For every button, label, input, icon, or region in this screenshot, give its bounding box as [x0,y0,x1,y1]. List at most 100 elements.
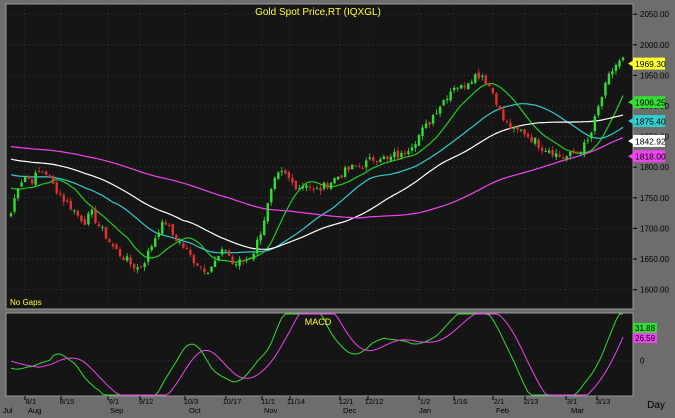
candle [238,256,241,271]
candle [417,134,421,147]
candle [234,261,238,268]
candle [59,189,62,197]
x-date-label: 9/1 [109,397,119,406]
candle [101,225,104,231]
value-label-box [633,134,665,147]
candle [73,209,76,215]
candle [614,63,618,75]
candle [44,170,48,176]
candle [241,259,245,265]
candle [382,154,386,160]
value-label: 1842.92 [635,136,666,146]
x-month-label: Jul [3,406,13,415]
x-date-label: 9/12 [139,397,154,406]
candle [185,243,189,251]
candle [354,164,357,167]
candle [477,68,480,81]
candle [396,146,400,160]
candle [280,167,284,177]
candle [150,244,153,252]
candle [263,216,266,237]
value-label-box [633,115,665,128]
candle [175,233,178,242]
y-tick-label: 2050.00 [640,10,669,19]
candle [505,119,509,125]
candle [189,246,192,258]
candle [488,83,491,87]
candle [533,137,537,146]
candle [287,170,291,182]
x-month-label: Dec [343,406,357,415]
candle [301,182,305,191]
candle [333,177,336,185]
value-label: 1875.40 [635,117,666,127]
macd-value-label: 26.59 [635,334,656,343]
candle [315,185,319,190]
value-pointer [628,153,633,160]
candle [329,182,333,191]
moving-averages [10,82,624,263]
candle [157,229,160,240]
x-date-label: 2/1 [494,397,504,406]
x-date-label: 1/16 [453,397,468,406]
candle [495,92,498,108]
candle [463,82,466,91]
candle [470,79,473,85]
candle [227,248,231,257]
candle [118,246,122,258]
candle [530,133,533,143]
candle [273,176,276,191]
candle [438,105,442,117]
candle [537,137,540,152]
x-month-label: Feb [496,406,509,415]
y-tick-label: 1600.00 [640,286,669,295]
chart-title: Gold Spot Price,RT (IQXGL) [255,7,381,18]
value-pointer [628,137,633,144]
candle [502,105,505,122]
candle [400,150,403,160]
candle [30,178,34,186]
candle [256,236,259,256]
candle [69,197,72,212]
candle [484,73,488,86]
candle [445,95,449,104]
candle [607,71,611,85]
x-date-label: 8/15 [60,397,75,406]
macd-value-box [633,323,657,333]
candle [540,144,544,155]
x-month-label: Oct [189,406,202,415]
candle [312,185,315,193]
candle [97,221,101,227]
candle [442,99,445,106]
candle [551,146,554,159]
y-tick-label: 1650.00 [640,255,669,264]
y-tick-label: 1700.00 [640,224,669,233]
candle [460,84,463,90]
candle [368,153,371,161]
candle [294,180,298,191]
candle [171,223,174,238]
candle [52,174,55,185]
candle [350,164,354,170]
candle [136,263,139,274]
value-label: 1969.30 [635,59,666,69]
x-month-label: Jan [419,406,431,415]
candle [347,165,350,173]
value-label-box [633,57,665,70]
candle [586,136,590,144]
candle [161,219,164,236]
candle [569,150,572,160]
candle [547,147,551,154]
candle [122,255,125,261]
candle [291,173,294,186]
gaps-note: No Gaps [10,298,42,307]
candle [55,180,58,195]
candle [621,56,625,63]
candle [410,143,414,154]
x-date-label: 3/1 [567,397,577,406]
candle [245,256,248,264]
candle [361,165,364,169]
candle [305,183,308,192]
candle [168,223,171,228]
candle [34,170,37,188]
